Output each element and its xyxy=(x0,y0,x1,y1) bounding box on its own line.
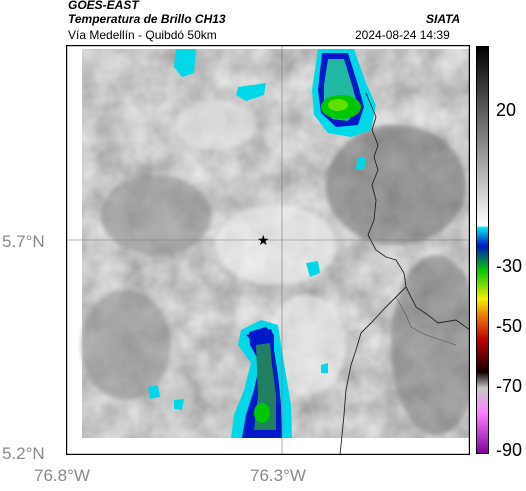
lat-tick-1: 5.7°N xyxy=(2,232,45,251)
colorbar-tick-minus50: -50 xyxy=(496,316,523,336)
lon-tick-2: 76.3°W xyxy=(250,466,306,485)
colorbar-tick-minus30: -30 xyxy=(496,256,523,276)
cold-cloud-sw-spot xyxy=(148,385,160,399)
cold-cloud-east-spot xyxy=(306,261,320,277)
cold-cloud-nw xyxy=(174,49,196,77)
lon-tick-1: 76.8°W xyxy=(34,466,90,485)
star-icon: ★ xyxy=(257,233,270,249)
cold-cloud-south xyxy=(231,320,292,438)
satellite-name: GOES-EAST xyxy=(68,0,139,12)
cold-cloud-small xyxy=(236,83,266,101)
route-label: Vía Medellín - Quibdó 50km xyxy=(68,28,217,42)
municipal-border xyxy=(405,286,470,331)
cold-cloud-s-spot xyxy=(174,399,184,410)
colorbar-tick-minus70: -70 xyxy=(496,376,523,396)
cold-cloud-sc-spot xyxy=(321,363,328,373)
colorbar xyxy=(476,46,489,454)
agency-label: SIATA xyxy=(426,12,461,26)
municipal-border-2 xyxy=(395,296,457,346)
satellite-map: ★ xyxy=(66,45,470,455)
colorbar-tick-20: 20 xyxy=(496,100,517,120)
cold-cloud-north xyxy=(312,49,376,137)
cold-cloud-ne-spot xyxy=(356,157,366,170)
product-title: Temperatura de Brillo CH13 xyxy=(68,12,226,26)
lat-tick-2: 5.2°N xyxy=(2,444,45,463)
department-border xyxy=(339,92,407,455)
colorbar-tick-minus90: -90 xyxy=(496,440,523,460)
timestamp: 2024-08-24 14:39 xyxy=(355,28,450,42)
